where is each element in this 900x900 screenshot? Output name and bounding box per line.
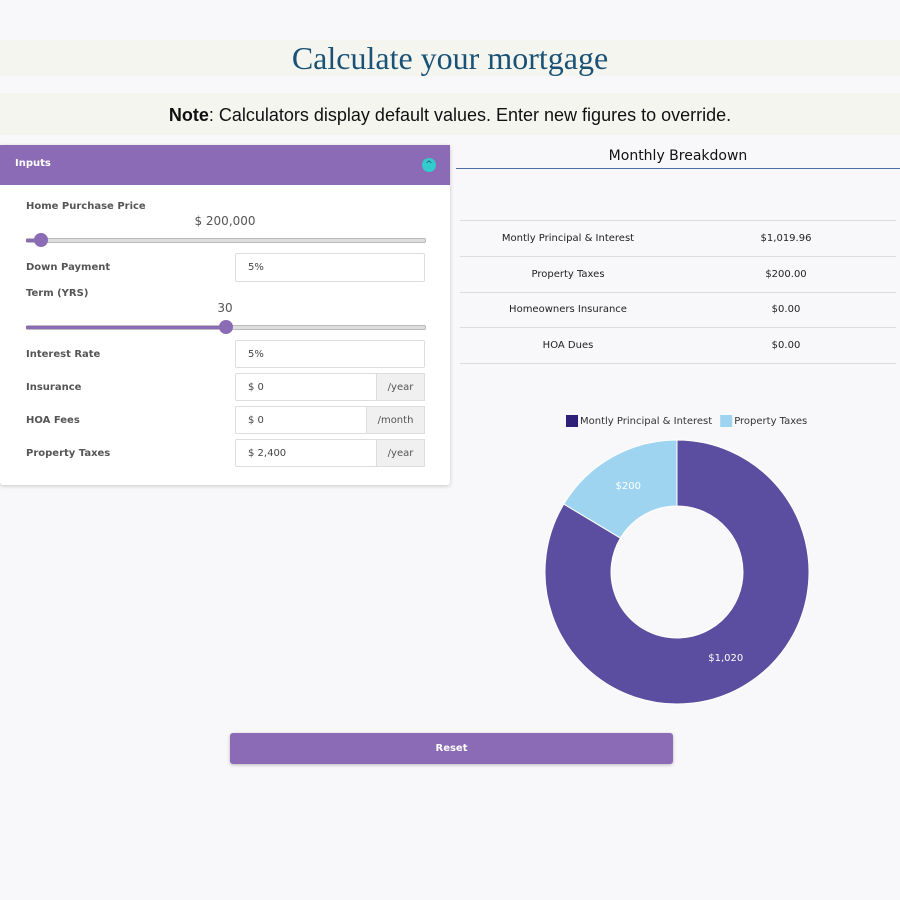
slider-fill: [26, 326, 226, 329]
table-cell: Property Taxes: [531, 268, 605, 280]
donut-segment: [563, 439, 678, 539]
legend-label: Property Taxes: [734, 416, 807, 427]
table-row: Montly Principal & Interest $1,019.96: [460, 221, 896, 257]
slider-value: 30: [217, 301, 233, 315]
label: Term (YRS): [26, 288, 89, 299]
table-border: [460, 220, 896, 221]
input[interactable]: $ 2,400: [235, 439, 377, 467]
page-title: Calculate your mortgage: [291, 40, 609, 76]
input[interactable]: 5%: [235, 340, 425, 368]
table-cell: Montly Principal & Interest: [501, 233, 635, 244]
panel-header[interactable]: Inputs ^: [0, 145, 450, 185]
inputs-panel: Inputs ^: [0, 145, 450, 485]
note-text: : Calculators display default values. En…: [208, 105, 732, 125]
title-band: Calculate your mortgage: [0, 40, 900, 76]
input[interactable]: 5%: [235, 253, 425, 282]
note: Note: Calculators display default values…: [0, 93, 900, 135]
label: Home Purchase Price: [26, 201, 146, 212]
data-label: $200: [616, 481, 641, 492]
input-unit: /year: [376, 439, 425, 467]
label: Down Payment: [26, 262, 111, 273]
table-row: Property Taxes $200.00: [460, 257, 896, 293]
input-unit: /month: [366, 406, 425, 434]
table-cell: $200.00: [765, 268, 807, 280]
collapse-icon[interactable]: ^: [422, 158, 436, 172]
table-cell: Homeowners Insurance: [509, 304, 627, 315]
legend-swatch: [566, 415, 578, 427]
input[interactable]: $ 0: [235, 373, 377, 401]
data-label: $1,020: [708, 653, 743, 664]
table-cell: $1,019.96: [760, 233, 812, 244]
table-row: HOA Dues $0.00: [460, 328, 896, 364]
table-row: Homeowners Insurance $0.00: [460, 292, 896, 328]
note-bold: Note: [168, 105, 209, 125]
legend-swatch: [720, 415, 733, 427]
legend-label: Montly Principal & Interest: [580, 416, 712, 427]
table-cell: $0.00: [771, 304, 801, 315]
donut-segment: [544, 439, 810, 705]
panel-title: Inputs: [15, 158, 51, 169]
table-cell: HOA Dues: [542, 339, 594, 351]
slider-value: $ 200,000: [194, 214, 256, 228]
breakdown-title: Monthly Breakdown: [456, 148, 900, 169]
input-unit: /year: [376, 373, 425, 401]
reset-button[interactable]: Reset: [230, 733, 673, 764]
slider-thumb[interactable]: [34, 233, 48, 247]
label: Interest Rate: [26, 349, 101, 360]
input[interactable]: $ 0: [235, 406, 367, 434]
label: Property Taxes: [26, 448, 111, 459]
label: Insurance: [26, 382, 82, 393]
label: HOA Fees: [26, 415, 80, 426]
slider-thumb[interactable]: [219, 320, 233, 334]
slider-fill: [26, 239, 41, 242]
table-cell: $0.00: [771, 339, 801, 351]
